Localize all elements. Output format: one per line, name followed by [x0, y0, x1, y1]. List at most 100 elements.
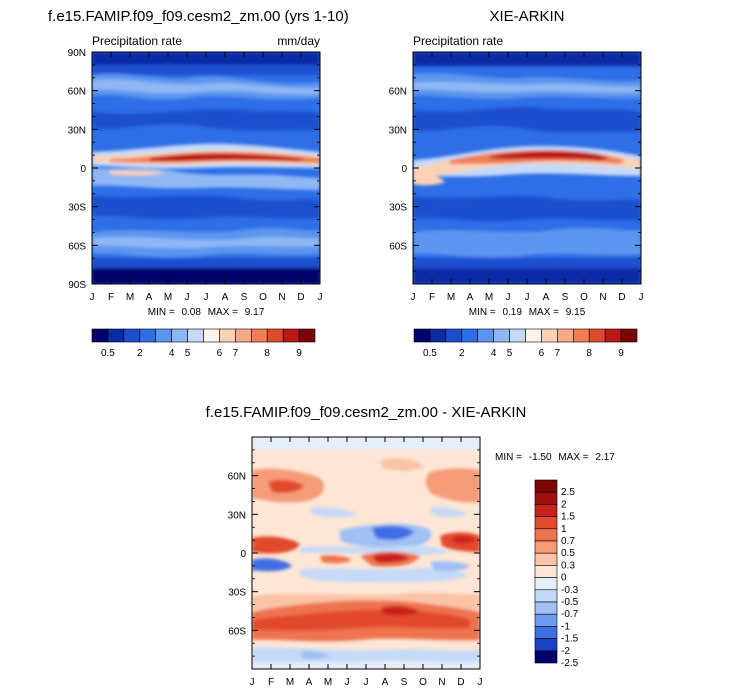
p2-xtick-label: A	[467, 292, 474, 303]
panel1-subtitle-left: Precipitation rate	[92, 34, 182, 48]
p1-xtick-label: F	[108, 292, 114, 303]
colorbar3-swatch	[534, 540, 558, 554]
panel3-max-value: 2.17	[595, 452, 615, 463]
panel2-max-value: 9.15	[566, 307, 586, 318]
colorbar1-swatch	[91, 328, 109, 343]
panel2-max-label: MAX =	[529, 307, 559, 318]
p1-band-north-high	[92, 65, 320, 75]
colorbar3-swatch	[534, 650, 558, 664]
p1-xtick-label: M	[126, 292, 134, 303]
colorbar3-label: -1	[561, 621, 570, 632]
colorbar2-swatch	[493, 328, 510, 343]
p3-south-blue-mid	[300, 567, 470, 583]
colorbar1-label: 2	[137, 348, 143, 359]
panel3-max-label: MAX =	[558, 452, 588, 463]
colorbar3-swatch	[534, 552, 558, 566]
colorbar1-swatch	[250, 328, 268, 343]
colorbar3-label: -0.3	[561, 585, 579, 596]
colorbar1-swatch	[107, 328, 125, 343]
panel3-min-label: MIN =	[495, 452, 522, 463]
colorbar1-swatch	[298, 328, 316, 343]
p3-subtropic-blue-right	[430, 507, 468, 517]
p1-itcz-core	[150, 153, 305, 161]
panel1-title: f.e15.FAMIP.f09_f09.cesm2_zm.00 (yrs 1-1…	[48, 8, 349, 25]
p2-ytick-label: 0	[401, 164, 407, 175]
colorbar3-swatch	[534, 504, 558, 517]
p3-eq-blue-band	[300, 545, 450, 556]
panel2-field	[413, 52, 641, 284]
colorbar3-swatch	[534, 601, 558, 615]
colorbar1-label: 7	[233, 348, 239, 359]
panel2-subtitle-left: Precipitation rate	[413, 34, 503, 48]
p2-xtick-label: J	[506, 292, 511, 303]
colorbar3-label: 0.3	[561, 560, 575, 571]
p3-xtick-label: M	[286, 677, 294, 688]
colorbar1-swatch	[123, 328, 141, 343]
panel3-field	[252, 437, 480, 669]
colorbar2-swatch	[477, 328, 494, 343]
colorbar2-swatch	[509, 328, 526, 343]
p3-south-eq-warm-mid-core	[372, 553, 410, 563]
colorbar3-label: 1	[561, 524, 567, 535]
colorbar1-label: 6	[217, 348, 223, 359]
colorbar1-swatch	[155, 328, 172, 343]
colorbar3-label: 0.7	[561, 536, 575, 547]
colorbar2-label: 0.5	[423, 348, 437, 359]
colorbar2-swatch	[541, 328, 558, 343]
colorbar2-label: 6	[539, 348, 545, 359]
p2-xtick-label: F	[429, 292, 435, 303]
p3-xtick-label: J	[364, 677, 369, 688]
colorbar2-swatch	[461, 328, 479, 343]
p1-ytick-label: 60N	[68, 87, 86, 98]
p1-xtick-label: A	[222, 292, 229, 303]
p3-ytick-label: 60S	[228, 626, 246, 637]
p1-xtick-label: M	[164, 292, 172, 303]
colorbar3-swatch	[534, 577, 558, 591]
p2-xtick-label: A	[543, 292, 550, 303]
p1-xtick-label: J	[90, 292, 95, 303]
p3-xtick-label: J	[345, 677, 350, 688]
colorbar2-swatch	[572, 328, 590, 343]
p3-north-warm-mid	[380, 458, 424, 471]
p2-xtick-label: J	[639, 292, 644, 303]
p1-subtropic-south	[92, 195, 320, 220]
p3-xtick-label: M	[324, 677, 332, 688]
panel1-min-label: MIN =	[148, 307, 175, 318]
colorbar3-label: -2	[561, 646, 570, 657]
p2-xtick-label: J	[411, 292, 416, 303]
panel1-stats: MIN = 0.08 MAX = 9.17	[148, 307, 265, 318]
colorbar3-swatch	[534, 638, 558, 652]
colorbar1-swatch	[187, 328, 204, 343]
panel1-min-value: 0.08	[181, 307, 201, 318]
p2-ytick-label: 60S	[389, 241, 407, 252]
colorbar1-swatch	[203, 328, 220, 343]
colorbar2-swatch	[557, 328, 574, 343]
colorbar3-swatch	[534, 565, 558, 578]
colorbar1-label: 5	[185, 348, 191, 359]
p1-xtick-label: O	[259, 292, 267, 303]
colorbar2-label: 8	[586, 348, 592, 359]
p3-xtick-label: S	[401, 677, 408, 688]
panel3-min-value: -1.50	[529, 452, 552, 463]
colorbar1-swatch	[266, 328, 284, 343]
p2-band-south-high	[413, 258, 641, 270]
colorbar2-swatch	[604, 328, 622, 343]
colorbar1-swatch	[171, 328, 188, 343]
p3-north-warm-left-core	[268, 479, 304, 493]
colorbar3-label: 0	[561, 573, 567, 584]
panel2-title: XIE-ARKIN	[489, 8, 564, 25]
p3-xtick-label: A	[306, 677, 313, 688]
colorbar2-swatch	[429, 328, 447, 343]
p3-xtick-label: N	[438, 677, 445, 688]
colorbar2-swatch	[620, 328, 638, 343]
colorbar3-label: -2.5	[561, 658, 579, 669]
p1-xtick-label: J	[185, 292, 190, 303]
p3-xtick-label: O	[419, 677, 427, 688]
colorbar1-swatch	[139, 328, 157, 343]
p3-xtick-label: J	[478, 677, 483, 688]
panel3-stats: MIN = -1.50 MAX = 2.17	[495, 452, 615, 463]
colorbar2-swatch	[413, 328, 431, 343]
p2-spcz-left	[413, 172, 445, 186]
colorbar2-label: 7	[555, 348, 561, 359]
